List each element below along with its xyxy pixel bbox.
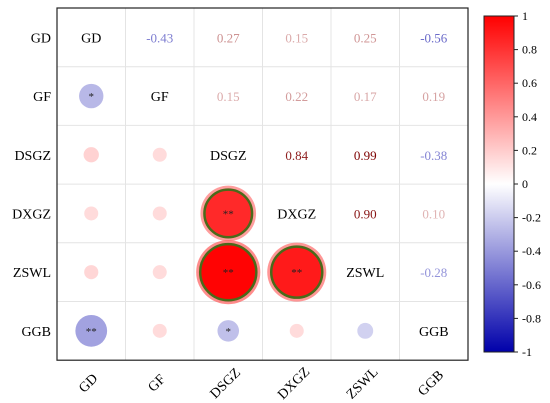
correlation-circle: [152, 323, 167, 338]
coefficient-label: -0.56: [420, 30, 448, 45]
diagonal-label: GD: [81, 31, 101, 46]
significance-mark: **: [291, 267, 302, 279]
correlation-circle: [152, 265, 167, 280]
y-tick-label: GD: [31, 31, 51, 46]
correlation-circle: [84, 206, 99, 221]
colorbar-tick-label: 0.6: [522, 76, 537, 90]
significance-mark: *: [89, 91, 95, 103]
coefficient-label: 0.25: [354, 30, 377, 45]
significance-mark: **: [223, 208, 234, 220]
plot-frame: [56, 7, 469, 361]
correlation-circle: [152, 206, 167, 221]
colorbar: 1 0.8 0.6 0.4 0.2 0 -0.2 -0.4 -0.6 -0.8 -1: [483, 9, 541, 359]
coefficient-label: 0.84: [285, 148, 308, 163]
correlation-circle: [217, 320, 240, 342]
coefficient-label: 0.27: [217, 30, 240, 45]
diagonal-label: DXGZ: [277, 207, 316, 222]
correlation-circle: [152, 147, 167, 162]
coefficient-label: 0.19: [422, 89, 445, 104]
significance-mark: **: [86, 326, 97, 338]
correlation-circle: [83, 147, 99, 163]
diagonal-label: GGB: [419, 325, 449, 340]
colorbar-tick-label: 1: [522, 9, 528, 23]
y-tick-label: GGB: [21, 325, 51, 340]
colorbar-bar: [483, 15, 515, 353]
colorbar-tick-label: -0.2: [522, 211, 541, 225]
correlation-circle: [84, 265, 99, 280]
correlation-circle: [269, 245, 324, 299]
significance-mark: **: [223, 267, 234, 279]
coefficient-label: 0.99: [354, 148, 377, 163]
coefficient-label: 0.15: [217, 89, 240, 104]
grid: [56, 7, 469, 361]
correlation-circle: [198, 242, 258, 302]
correlation-circle: [79, 83, 104, 109]
colorbar-tick-label: 0.8: [522, 43, 537, 57]
y-tick-label: GF: [33, 90, 51, 105]
colorbar-tick-label: -0.4: [522, 244, 541, 258]
correlation-circle: [75, 314, 108, 347]
coefficient-label: 0.22: [285, 89, 308, 104]
colorbar-tick-label: 0: [522, 177, 528, 191]
diagonal-label: DSGZ: [210, 149, 247, 164]
y-tick-label: DXGZ: [12, 207, 51, 222]
cells: GD -0.43 0.27 0.15 0.25 -0.56 * GF 0.15 0.22 0.17 0…: [75, 30, 449, 347]
y-tick-label: DSGZ: [14, 149, 51, 164]
diagonal-label: ZSWL: [346, 266, 384, 281]
correlation-circle: [203, 188, 254, 239]
coefficient-label: 0.10: [422, 206, 445, 221]
colorbar-tick-label: -1: [522, 345, 532, 359]
diagonal-label: GF: [151, 90, 169, 105]
colorbar-tick-label: 0.4: [522, 110, 537, 124]
colorbar-tick-label: 0.2: [522, 143, 537, 157]
correlation-circle: [289, 323, 304, 338]
colorbar-tick-label: -0.8: [522, 311, 541, 325]
coefficient-label: -0.28: [420, 265, 447, 280]
coefficient-label: -0.38: [420, 148, 447, 163]
coefficient-label: -0.43: [146, 30, 173, 45]
correlation-circle: [357, 322, 374, 339]
coefficient-label: 0.15: [285, 30, 308, 45]
coefficient-label: 0.17: [354, 89, 377, 104]
y-tick-label: ZSWL: [13, 266, 51, 281]
significance-mark: *: [226, 326, 232, 338]
colorbar-tick-label: -0.6: [522, 278, 541, 292]
coefficient-label: 0.90: [354, 206, 377, 221]
